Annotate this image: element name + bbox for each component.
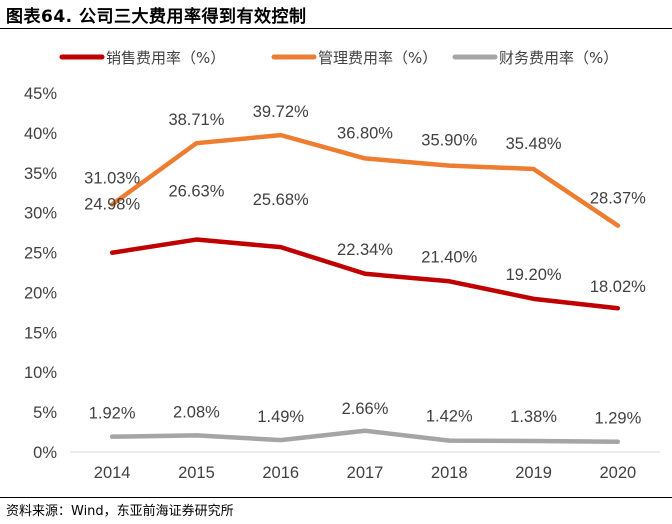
data-label: 25.68%	[253, 191, 309, 209]
title-rule	[0, 28, 672, 29]
data-label: 21.40%	[421, 248, 477, 266]
y-tick-label: 5%	[33, 404, 57, 422]
data-label: 28.37%	[590, 190, 646, 208]
x-tick-label: 2017	[347, 464, 384, 482]
data-label: 39.72%	[253, 103, 309, 121]
y-tick-label: 30%	[24, 205, 57, 223]
y-tick-label: 20%	[24, 284, 57, 302]
x-tick-label: 2018	[431, 464, 468, 482]
series-line-3	[109, 428, 621, 444]
data-label: 19.20%	[506, 266, 562, 284]
data-label: 1.92%	[89, 405, 136, 423]
data-label: 36.80%	[337, 124, 393, 142]
data-label: 1.42%	[426, 408, 473, 426]
y-tick-label: 25%	[24, 245, 57, 263]
data-label: 1.29%	[594, 410, 641, 428]
data-label: 24.98%	[84, 196, 140, 214]
x-tick-label: 2014	[94, 464, 131, 482]
source-note: 资料来源：Wind，东亚前海证券研究所	[6, 504, 234, 519]
data-label: 26.63%	[168, 183, 224, 201]
y-tick-label: 10%	[24, 364, 57, 382]
data-label: 35.48%	[506, 135, 562, 153]
series-line-2	[109, 132, 621, 228]
figure-title: 图表64. 公司三大费用率得到有效控制	[6, 7, 307, 27]
data-label: 35.90%	[421, 132, 477, 150]
x-tick-label: 2019	[515, 464, 552, 482]
legend-label-3: 财务费用率（%）	[499, 49, 618, 67]
data-label: 38.71%	[168, 111, 224, 129]
data-label: 1.49%	[257, 408, 304, 426]
data-label: 18.02%	[590, 278, 646, 296]
data-label: 31.03%	[84, 169, 140, 187]
x-tick-label: 2016	[262, 464, 299, 482]
y-tick-label: 35%	[24, 165, 57, 183]
series-line-1	[109, 237, 621, 311]
line-chart: 0% 5% 10% 15% 20% 25% 30% 35% 40% 45% 2014 2015 2016…	[24, 49, 660, 482]
y-tick-label: 15%	[24, 324, 57, 342]
legend-label-1: 销售费用率（%）	[106, 49, 225, 67]
x-tick-label: 2015	[178, 464, 215, 482]
x-tick-label: 2020	[599, 464, 636, 482]
y-tick-label: 0%	[33, 444, 57, 462]
data-label: 2.66%	[342, 400, 389, 418]
source-rule	[0, 497, 672, 498]
legend-label-2: 管理费用率（%）	[318, 49, 437, 67]
data-label: 2.08%	[173, 403, 220, 421]
y-tick-label: 40%	[24, 125, 57, 143]
y-tick-label: 45%	[24, 85, 57, 103]
data-label: 22.34%	[337, 241, 393, 259]
data-label: 1.38%	[510, 408, 557, 426]
